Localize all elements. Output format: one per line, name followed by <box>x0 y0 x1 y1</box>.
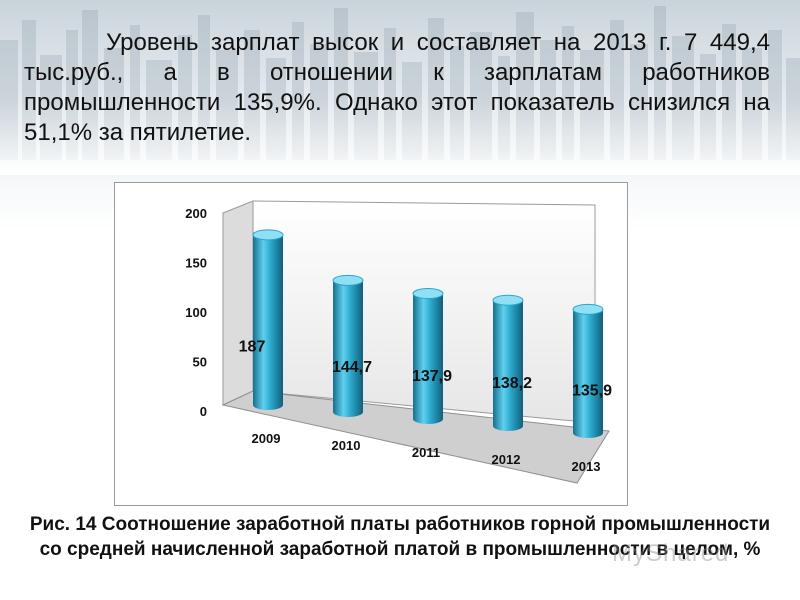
x-category-label: 2009 <box>252 431 281 446</box>
bar-2009 <box>252 229 284 410</box>
bar-body <box>493 300 523 431</box>
watermark-text: MyShared <box>612 540 730 567</box>
data-label: 144,7 <box>332 359 372 376</box>
bar-chart: 0 50 100 150 200 2009 2010 2011 2012 2013 187 144… <box>185 200 612 484</box>
city-skyline-background <box>0 0 800 175</box>
y-tick-label: 200 <box>185 206 207 221</box>
data-label: 187 <box>239 338 266 355</box>
figure-caption: Рис. 14 Соотношение заработной платы раб… <box>29 514 771 560</box>
x-category-label: 2013 <box>572 459 601 474</box>
data-label: 137,9 <box>412 368 452 385</box>
y-tick-label: 50 <box>193 355 207 370</box>
bar-body <box>333 280 363 417</box>
data-label: 138,2 <box>492 375 532 392</box>
bar-top <box>412 288 444 300</box>
bar-top <box>332 274 364 286</box>
bar-top <box>572 303 604 315</box>
bar-2010 <box>332 274 364 417</box>
y-tick-label: 150 <box>185 256 207 271</box>
bar-2013 <box>572 303 604 438</box>
bar-2011 <box>412 288 444 424</box>
y-tick-label: 0 <box>200 404 207 419</box>
x-category-label: 2011 <box>412 445 440 460</box>
bar-body <box>573 309 603 438</box>
y-tick-label: 100 <box>185 305 207 320</box>
x-category-label: 2012 <box>492 452 521 467</box>
chart-floor <box>221 390 610 484</box>
bar-top <box>252 229 284 241</box>
x-category-label: 2010 <box>332 438 361 453</box>
headline-text: Уровень зарплат высок и составляет на 20… <box>24 29 770 146</box>
bar-top <box>492 294 524 306</box>
data-label: 135,9 <box>572 383 612 400</box>
chart-side-wall <box>222 200 254 406</box>
bar-body <box>253 234 283 410</box>
bar-body <box>413 293 443 424</box>
chart-frame: 0 50 100 150 200 2009 2010 2011 2012 2013 187 144… <box>114 182 628 506</box>
bar-2012 <box>492 294 524 431</box>
